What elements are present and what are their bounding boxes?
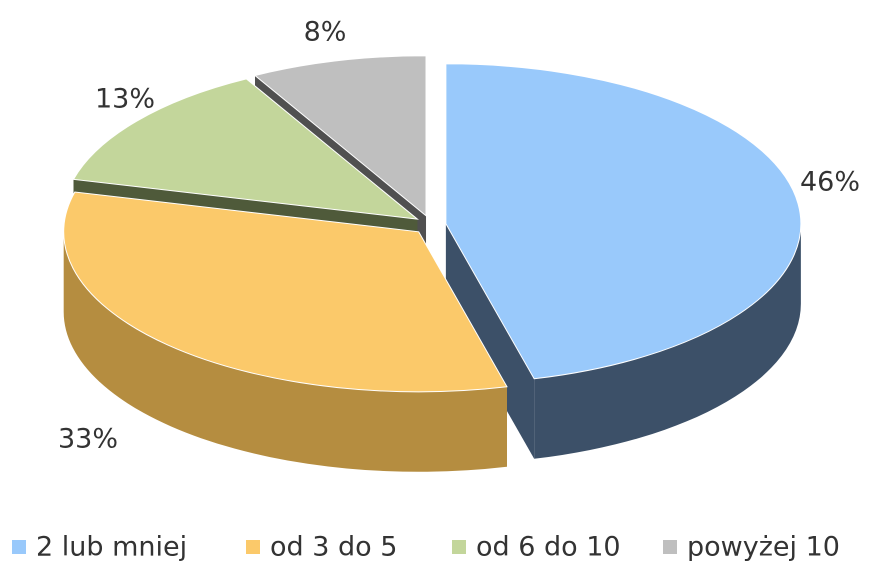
legend-label: od 3 do 5 — [270, 532, 397, 563]
legend-label: powyżej 10 — [687, 532, 840, 563]
legend-swatch — [12, 540, 26, 554]
slice — [445, 63, 802, 459]
legend-swatch — [246, 540, 260, 554]
slice-top — [72, 78, 419, 220]
slice-side — [534, 223, 801, 459]
slice-top — [63, 191, 508, 393]
legend-label: od 6 do 10 — [476, 532, 621, 563]
legend-swatch — [452, 540, 466, 554]
slice-wall — [445, 223, 535, 459]
data-label: 13% — [95, 84, 155, 115]
data-label: 46% — [800, 167, 860, 198]
data-label: 33% — [58, 424, 118, 455]
legend-swatch — [663, 540, 677, 554]
data-label: 8% — [304, 17, 347, 48]
slice — [63, 191, 508, 472]
legend-label: 2 lub mniej — [36, 532, 187, 563]
slice-side — [63, 231, 507, 472]
slice-top — [445, 63, 802, 380]
slice-top — [253, 55, 427, 217]
